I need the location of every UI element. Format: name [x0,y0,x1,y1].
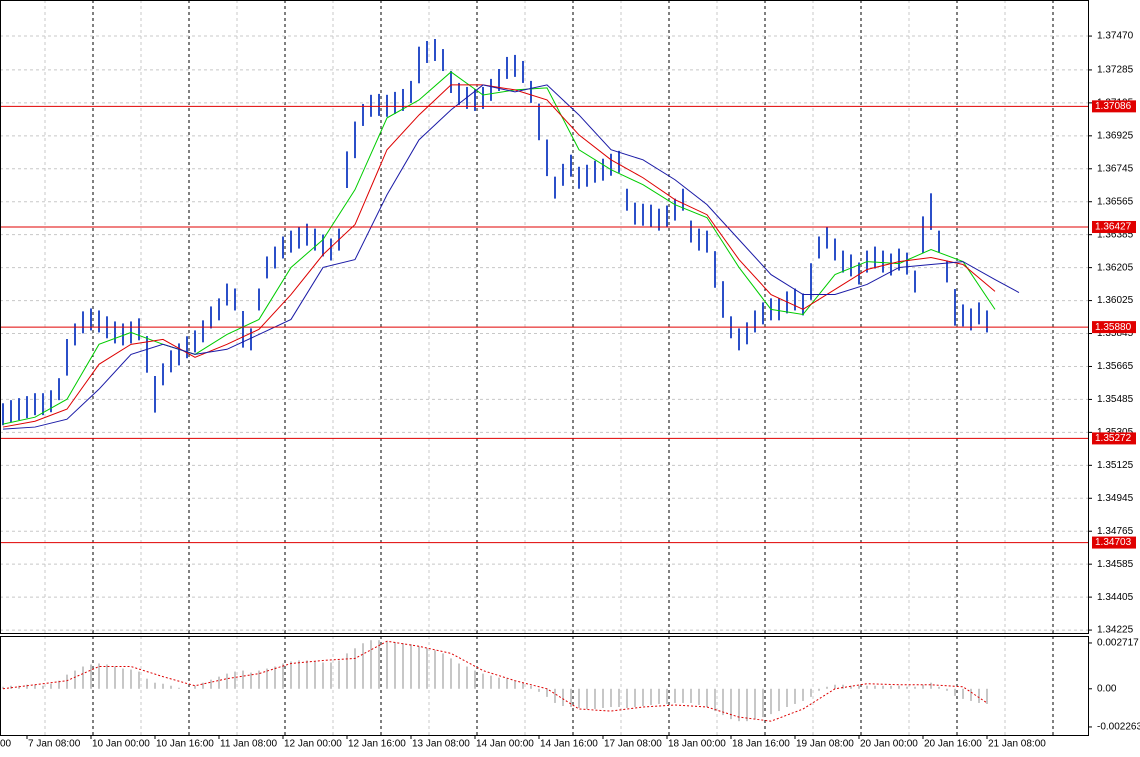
x-tick-label: 10 Jan 00:00 [92,739,150,750]
y-tick-label: 1.36565 [1097,196,1134,207]
x-tick-label: 12 Jan 16:00 [348,739,406,750]
level-label: 1.36427 [1095,222,1132,233]
y-tick-label: 0.00 [1097,683,1117,694]
grid [0,0,1088,735]
labels: 1.374701.372851.371051.369251.367451.365… [0,31,1140,750]
plot [0,38,1088,722]
x-tick-label: 13 Jan 08:00 [412,739,470,750]
y-tick-label: 1.35125 [1097,460,1134,471]
x-tick-label: 7 Jan 08:00 [28,739,81,750]
level-label: 1.35880 [1095,322,1132,333]
x-tick-label: 20 Jan 00:00 [860,739,918,750]
level-label-box [1092,536,1136,549]
indicator-panel-border [0,636,1089,736]
x-tick-label: 18 Jan 00:00 [668,739,726,750]
x-tick-label: 21 Jan 08:00 [988,739,1046,750]
x-tick-label: 12 Jan 00:00 [284,739,342,750]
x-tick-label: 20 Jan 16:00 [924,739,982,750]
level-label-box [1092,432,1136,445]
y-tick-label: 0.002717 [1097,638,1139,649]
y-tick-label: 1.36025 [1097,295,1134,306]
level-label-box [1092,220,1136,233]
level-label-box [1092,100,1136,113]
x-tick-label: 14 Jan 00:00 [476,739,534,750]
x-tick-label-cut: 00 [0,739,12,750]
y-tick-label: 1.34405 [1097,592,1134,603]
y-tick-label: 1.36205 [1097,262,1134,273]
y-tick-label: 1.37470 [1097,31,1134,42]
moving-average [2,84,996,428]
level-label: 1.35272 [1095,433,1132,444]
moving-average [2,84,1020,430]
x-tick-label: 18 Jan 16:00 [732,739,790,750]
y-tick-label: 1.34945 [1097,493,1134,504]
y-tick-label: 1.35485 [1097,394,1134,405]
y-tick-label: 1.34765 [1097,526,1134,537]
level-label: 1.34703 [1095,537,1132,548]
level-label: 1.37086 [1095,101,1132,112]
y-tick-label: 1.34225 [1097,625,1134,636]
price-panel-border [0,0,1089,634]
x-tick-label: 17 Jan 08:00 [604,739,662,750]
y-tick-label: 1.36925 [1097,130,1134,141]
x-tick-label: 11 Jan 08:00 [220,739,278,750]
y-tick-label: -0.002263 [1097,722,1140,733]
y-tick-label: 1.36385 [1097,229,1134,240]
x-tick-label: 14 Jan 16:00 [540,739,598,750]
y-tick-label: 1.36745 [1097,163,1134,174]
y-tick-label: 1.35665 [1097,361,1134,372]
x-tick-label: 10 Jan 16:00 [156,739,214,750]
y-tick-label: 1.37285 [1097,65,1134,76]
level-label-box [1092,321,1136,334]
y-tick-label: 1.34585 [1097,559,1134,570]
y-tick-label: 1.35845 [1097,328,1134,339]
x-tick-label: 19 Jan 08:00 [796,739,854,750]
